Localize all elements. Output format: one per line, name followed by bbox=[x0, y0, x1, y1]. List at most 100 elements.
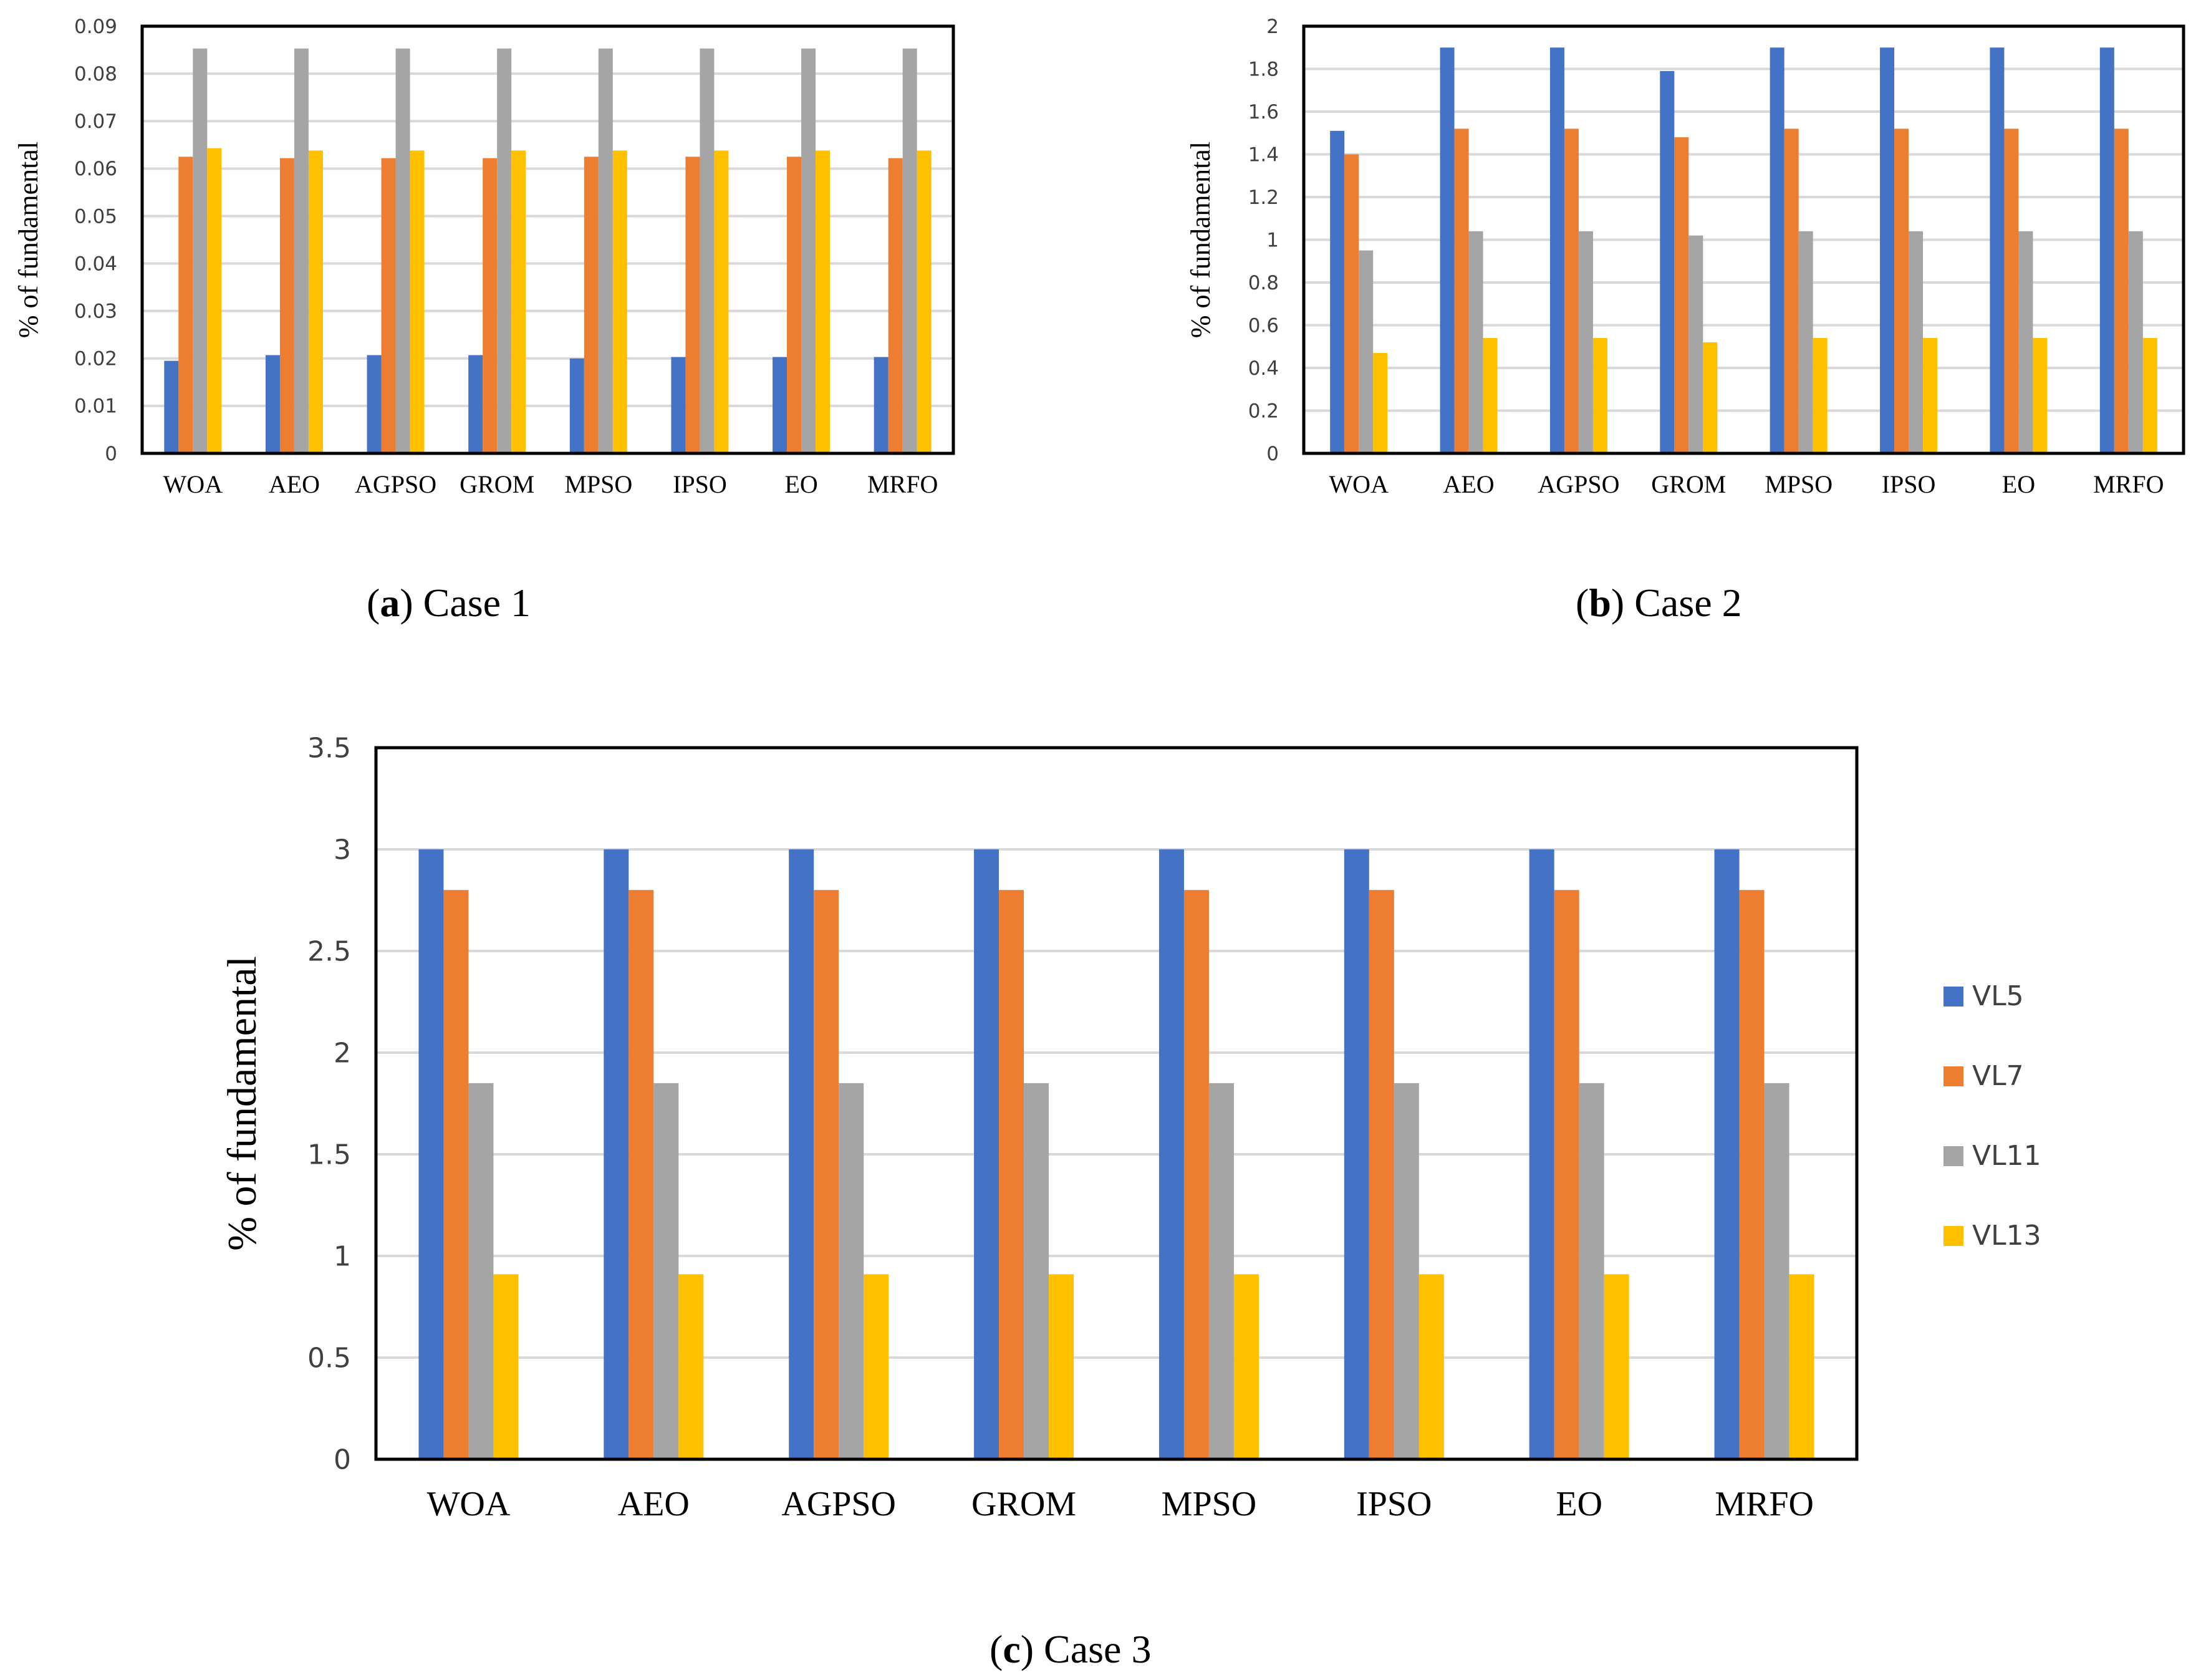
bar-vl13-grom bbox=[1049, 1274, 1074, 1459]
bar-vl13-eo bbox=[1604, 1274, 1629, 1459]
bar-vl13-eo bbox=[816, 150, 831, 453]
plot-border bbox=[140, 24, 955, 455]
bar-vl13-mpso bbox=[612, 150, 627, 453]
bar-vl5-mrfo bbox=[2099, 47, 2114, 453]
bar-vl11-mpso bbox=[598, 48, 613, 454]
bar-vl5-mpso bbox=[1158, 849, 1184, 1459]
bar-vl7-ipso bbox=[1369, 890, 1394, 1459]
bar-vl5-ipso bbox=[1344, 849, 1369, 1459]
caption-c: (c) Case 3 bbox=[990, 1627, 1152, 1671]
legend-label-vl13: VL13 bbox=[1972, 1220, 2041, 1252]
bar-vl7-woa bbox=[178, 157, 193, 454]
bar-vl11-ipso bbox=[1909, 231, 1924, 453]
x-category-label: MRFO bbox=[867, 470, 938, 498]
y-axis-label: % of fundamental bbox=[13, 142, 44, 338]
bar-vl5-agpso bbox=[367, 355, 382, 453]
y-tick-label: 0 bbox=[1266, 443, 1279, 465]
bar-vl5-grom bbox=[468, 355, 483, 453]
bar-vl7-agpso bbox=[381, 158, 396, 454]
x-category-label: EO bbox=[1556, 1485, 1602, 1523]
bar-vl13-grom bbox=[511, 150, 526, 453]
bar-vl5-aeo bbox=[604, 849, 629, 1459]
x-category-label: GROM bbox=[971, 1485, 1076, 1523]
y-tick-label: 1.4 bbox=[1248, 143, 1279, 166]
bar-vl7-mpso bbox=[1183, 890, 1209, 1459]
y-tick-label: 1.8 bbox=[1248, 58, 1279, 80]
bar-vl5-woa bbox=[164, 360, 179, 453]
bar-vl7-woa bbox=[443, 890, 469, 1459]
x-category-label: EO bbox=[2002, 470, 2035, 498]
bar-vl13-ipso bbox=[1923, 338, 1938, 453]
y-tick-label: 0.03 bbox=[74, 301, 117, 323]
caption-b: (b) Case 2 bbox=[1576, 581, 1742, 625]
y-axis-label: % of fundamental bbox=[1185, 142, 1216, 338]
bar-vl11-aeo bbox=[1468, 231, 1483, 453]
bar-vl11-mpso bbox=[1208, 1083, 1234, 1459]
caption-a: (a) Case 1 bbox=[367, 581, 531, 625]
legend: VL5 VL7 VL11 VL13 bbox=[1943, 980, 2041, 1252]
legend-swatch-vl7 bbox=[1943, 1066, 1963, 1086]
y-tick-label: 0.6 bbox=[1248, 314, 1279, 337]
chart-a: 0 0.01 0.02 0.03 0.04 0.05 0.06 0.07 0.08 0.09 WOA… bbox=[13, 16, 955, 498]
x-category-label: AGPSO bbox=[355, 470, 436, 498]
y-tick-label: 0.4 bbox=[1248, 357, 1279, 380]
x-category-label: GROM bbox=[1651, 470, 1726, 498]
y-tick-label: 1.5 bbox=[307, 1139, 351, 1171]
chart-b: 0 0.2 0.4 0.6 0.8 1 1.2 1.4 1.6 1.8 2 WOA AEO AGPSO GR… bbox=[1185, 16, 2185, 498]
bar-vl13-mrfo bbox=[917, 150, 932, 453]
bar-vl5-ipso bbox=[1880, 47, 1895, 453]
bar-vl5-eo bbox=[773, 357, 787, 453]
bar-vl5-eo bbox=[1529, 849, 1554, 1459]
y-tick-label: 0.01 bbox=[74, 395, 117, 418]
y-tick-label: 1.2 bbox=[1248, 186, 1279, 209]
y-tick-label: 3.5 bbox=[307, 732, 351, 764]
y-tick-label: 2 bbox=[334, 1037, 351, 1069]
x-category-label: AEO bbox=[269, 470, 320, 498]
bar-vl13-ipso bbox=[1418, 1274, 1444, 1459]
bar-vl11-agpso bbox=[395, 48, 410, 454]
bar-vl7-aeo bbox=[629, 890, 654, 1459]
bar-vl7-agpso bbox=[814, 890, 839, 1459]
y-tick-label: 0.05 bbox=[74, 205, 117, 228]
x-category-label: IPSO bbox=[673, 470, 727, 498]
bar-vl5-aeo bbox=[1440, 47, 1455, 453]
bar-vl7-grom bbox=[999, 890, 1024, 1459]
x-category-label: MRFO bbox=[1715, 1485, 1814, 1523]
plot-border bbox=[1302, 24, 2185, 455]
legend-label-vl7: VL7 bbox=[1972, 1060, 2024, 1092]
x-category-label: AEO bbox=[1443, 470, 1494, 498]
x-category-label: WOA bbox=[427, 1485, 511, 1523]
bar-vl11-ipso bbox=[700, 48, 715, 454]
y-tick-label: 0 bbox=[105, 443, 117, 465]
y-axis-label: % of fundamental bbox=[219, 956, 265, 1251]
y-tick-label: 2 bbox=[1266, 16, 1279, 38]
bar-vl11-agpso bbox=[1578, 231, 1593, 453]
bar-vl11-ipso bbox=[1394, 1083, 1419, 1459]
bar-vl11-aeo bbox=[653, 1083, 679, 1459]
bar-vl5-aeo bbox=[265, 355, 280, 453]
legend-swatch-vl5 bbox=[1943, 987, 1963, 1007]
legend-swatch-vl11 bbox=[1943, 1146, 1963, 1166]
y-tick-label: 0.08 bbox=[74, 63, 117, 85]
y-tick-label: 0 bbox=[334, 1444, 351, 1475]
bar-vl7-aeo bbox=[279, 158, 294, 454]
legend-label-vl5: VL5 bbox=[1972, 980, 2024, 1012]
x-category-label: GROM bbox=[460, 470, 534, 498]
bar-vl11-eo bbox=[801, 48, 816, 454]
bar-vl13-ipso bbox=[714, 150, 729, 453]
bar-vl11-woa bbox=[193, 48, 208, 454]
x-category-label: MPSO bbox=[564, 470, 632, 498]
y-tick-label: 1 bbox=[1266, 229, 1279, 251]
y-tick-label: 0.5 bbox=[307, 1342, 351, 1374]
bar-vl13-mrfo bbox=[2142, 338, 2157, 453]
bar-vl7-aeo bbox=[1454, 128, 1469, 453]
legend-swatch-vl13 bbox=[1943, 1226, 1963, 1246]
bar-vl11-grom bbox=[1688, 235, 1703, 453]
bar-vl5-grom bbox=[1660, 70, 1675, 454]
y-tick-label: 0.2 bbox=[1248, 400, 1279, 422]
bar-vl13-aeo bbox=[308, 150, 323, 453]
bar-vl7-woa bbox=[1344, 154, 1359, 453]
chart-c: 0 0.5 1 1.5 2 2.5 3 3.5 WOA AEO AGPSO GROM MPSO IPSO E… bbox=[219, 732, 1859, 1523]
bar-vl11-grom bbox=[1024, 1083, 1049, 1459]
